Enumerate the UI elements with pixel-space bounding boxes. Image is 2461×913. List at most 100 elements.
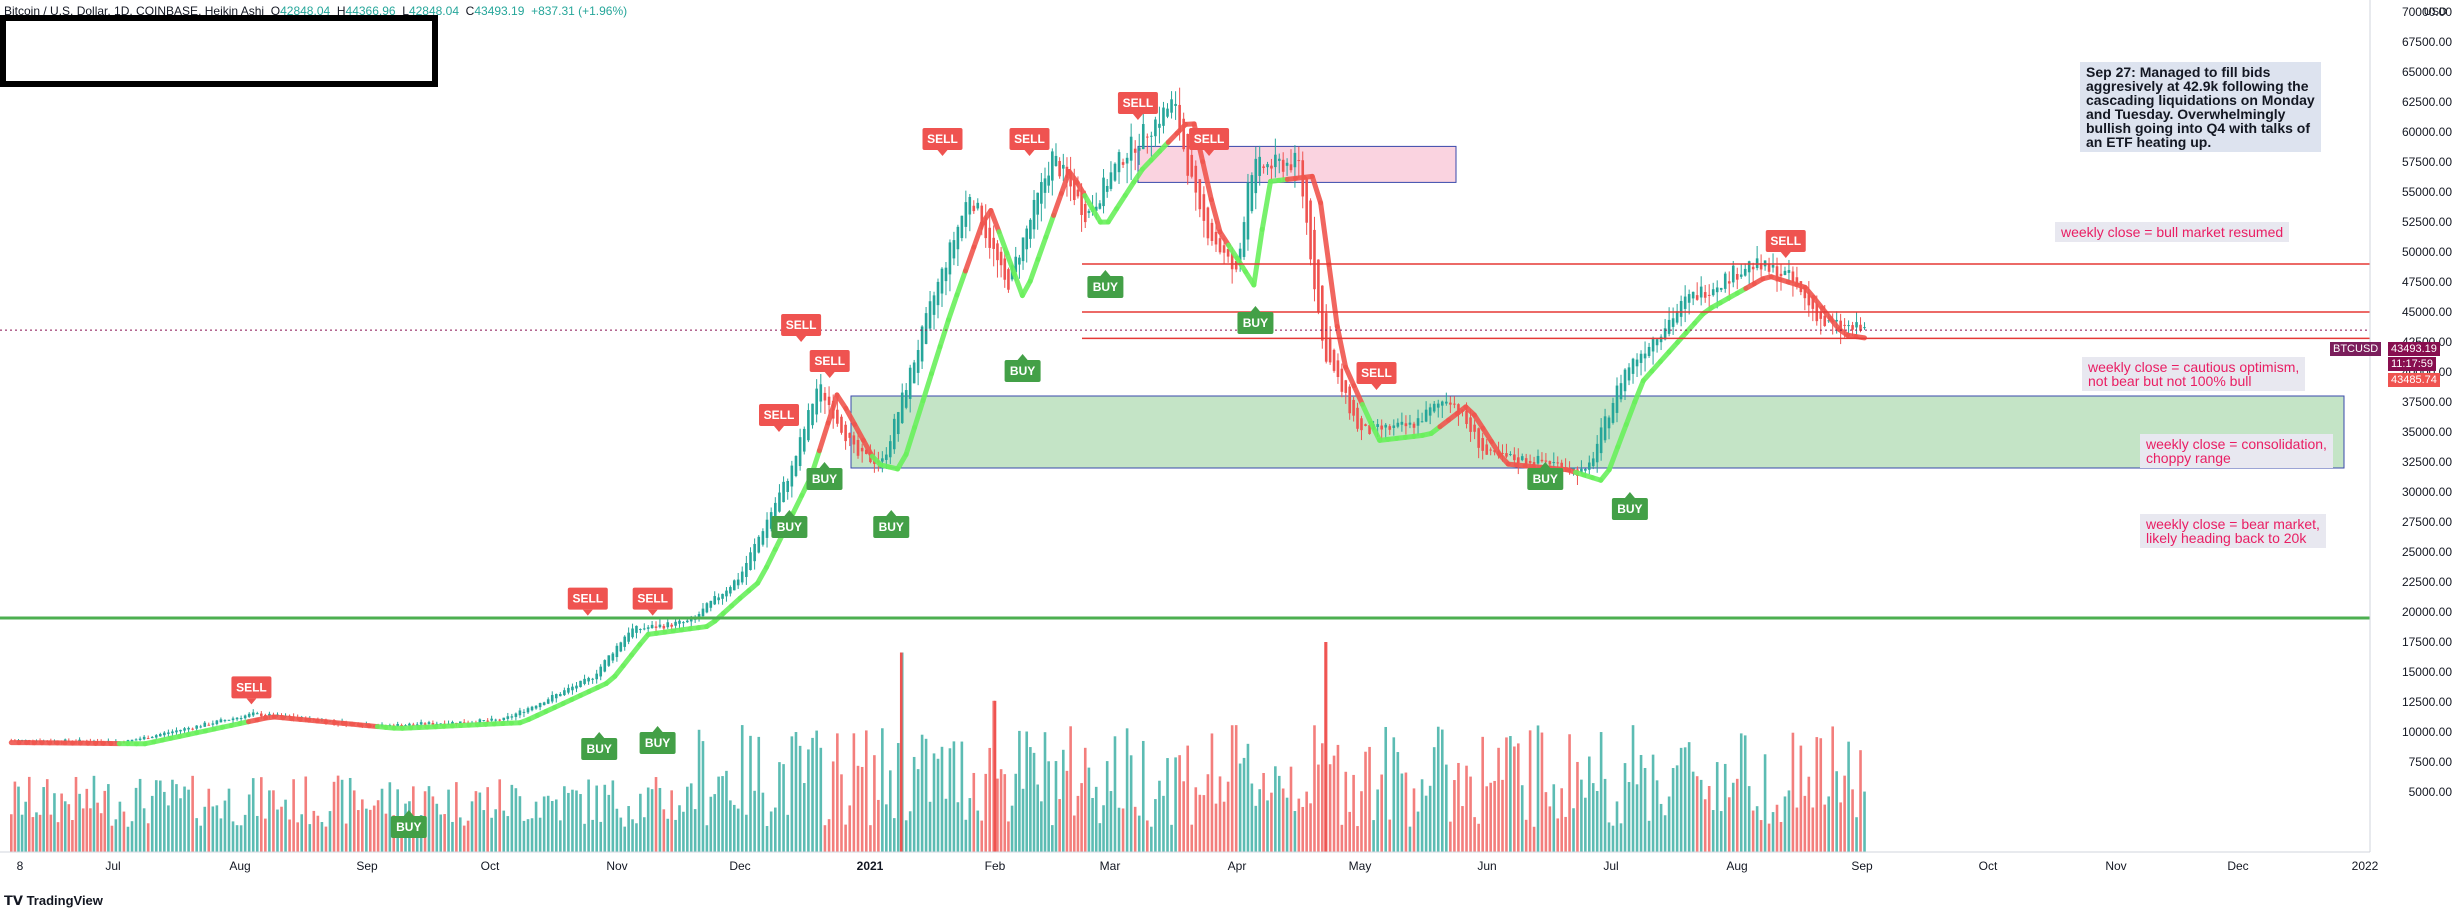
candle-body [1324,313,1328,362]
candle-body [1687,294,1691,303]
volume-bar [60,793,63,852]
signal-label: BUY [1533,472,1558,486]
volume-bar [892,818,896,852]
candle-body [686,620,689,623]
candle-body [1384,424,1388,428]
y-tick-label: 70000.00 [2402,5,2452,19]
trend-segment [1226,242,1240,261]
candle-body [239,718,243,720]
volume-bar [356,810,360,852]
trend-segment [860,437,875,459]
volume-bar [1755,806,1759,852]
candle-body [1364,424,1367,426]
volume-bar [227,788,231,852]
candle-body [623,636,627,647]
volume-bar [964,819,968,852]
candle-body [721,593,724,599]
volume-bar [802,783,806,852]
volume-bar [595,785,598,852]
annotation-main[interactable]: Sep 27: Managed to fill bids aggresively… [2080,62,2321,152]
candle-body [1388,426,1392,430]
high-label: H [336,4,346,18]
volume-bar [848,805,852,852]
candle-body [984,217,988,239]
candle-body [1807,292,1811,306]
candle-body [1595,443,1599,463]
volume-bar [1234,725,1238,852]
candle-body [666,622,670,628]
candle-body [798,437,802,466]
candle-body [607,655,611,666]
volume-bar [599,821,603,852]
buy-signal: BUY [1004,354,1041,382]
volume-bar [1505,737,1508,852]
candle-body [1242,222,1246,257]
buy-signal: BUY [1527,462,1564,490]
volume-bar [1348,811,1351,852]
symbol-header[interactable]: Bitcoin / U.S. Dollar, 1D, COINBASE, Hei… [4,4,627,18]
candle-body [1771,264,1775,268]
volume-bar [247,794,251,852]
sell-signal: SELL [781,314,822,342]
signal-label: SELL [1014,132,1045,146]
candle-body [1309,200,1312,260]
volume-bar [1595,791,1599,852]
volume-bar [740,725,744,852]
candle-body [701,608,705,617]
y-tick-label: 30000.00 [2402,485,2452,499]
volume-bar [1392,737,1396,852]
annotation-bear[interactable]: weekly close = bear market, likely headi… [2140,514,2326,548]
volume-bar [1775,804,1779,852]
volume-bar [1368,746,1371,852]
low-value: 42848.04 [408,4,459,18]
candle-body [619,642,623,652]
volume-bar [255,815,259,852]
volume-bar [300,814,304,852]
candle-body [1133,148,1137,153]
volume-bar [546,795,550,852]
volume-bar [530,818,534,852]
candle-body [1540,459,1544,462]
candle-body [1651,339,1655,352]
volume-bar [1029,747,1032,852]
signal-box [1189,128,1230,150]
candle-body [1747,261,1751,273]
candle-body [243,715,247,719]
volume-bar [1408,826,1412,852]
candle-body [518,710,522,716]
candle-body [575,685,578,689]
tradingview-logo[interactable]: 𝗧𝗩 TradingView [4,893,103,909]
candle-body [1863,327,1866,329]
volume-bar [749,735,752,852]
volume-bar [1587,756,1591,852]
volume-bar [74,776,78,852]
volume-bar [1528,730,1532,852]
sell-signal: SELL [922,128,963,156]
candle-body [815,388,818,415]
candle-body [1412,423,1416,428]
volume-bar [1560,788,1563,852]
candle-body [717,597,720,601]
annotation-consolidation[interactable]: weekly close = consolidation, choppy ran… [2140,434,2333,468]
candle-body [1174,103,1177,106]
signal-box [632,587,673,610]
candle-body [749,552,752,570]
volume-bar [207,788,211,852]
volume-bar [352,790,356,852]
annotation-cautious[interactable]: weekly close = cautious optimism, not be… [2082,357,2306,391]
trend-segment [1326,262,1340,329]
signal-box [1004,360,1041,382]
trend-segment [852,421,866,443]
candle-body [538,703,542,708]
candle-body [255,713,259,715]
annotation-bull[interactable]: weekly close = bull market resumed [2055,222,2290,242]
candle-body [1129,136,1133,161]
volume-bar [474,791,478,852]
volume-bar [1615,801,1619,852]
candle-body [916,350,920,373]
signal-label: BUY [645,736,670,750]
candle-body [1643,353,1647,359]
candle-body [223,720,227,722]
volume-bar [999,769,1003,852]
